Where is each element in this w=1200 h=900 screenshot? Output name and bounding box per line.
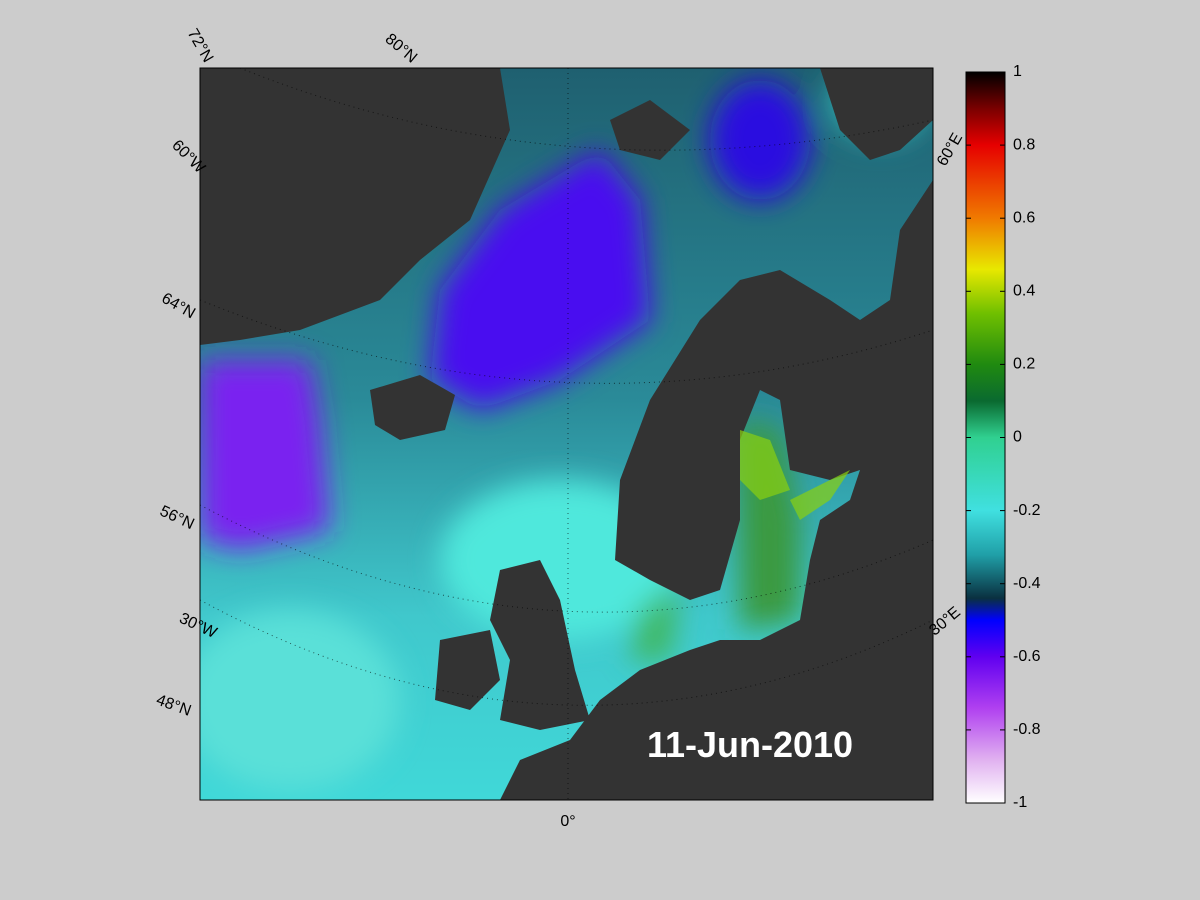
- lat-label: 48°N: [154, 692, 193, 720]
- colorbar-tick-label: -1: [1013, 794, 1027, 811]
- lat-label: 64°N: [159, 290, 198, 323]
- colorbar-tick-label: -0.6: [1013, 648, 1041, 665]
- colorbar-tick-label: -0.8: [1013, 721, 1041, 738]
- map-frame: [199, 67, 934, 801]
- colorbar-tick-label: 0: [1013, 429, 1022, 446]
- lat-label: 56°N: [157, 503, 197, 534]
- colorbar-tick-label: 0.4: [1013, 283, 1035, 300]
- date-label: 11-Jun-2010: [647, 724, 853, 765]
- gulf-anomaly: [740, 430, 850, 520]
- graticule: [200, 68, 933, 800]
- colorbar-tick-label: 0.6: [1013, 209, 1035, 226]
- land: [200, 68, 933, 800]
- colorbar-tick-label: 1: [1013, 63, 1022, 80]
- lat-label: 72°N: [184, 26, 217, 65]
- colorbar-tick-label: -0.2: [1013, 502, 1041, 519]
- lat-label: 80°N: [382, 31, 420, 67]
- lon-label: 0°: [560, 813, 575, 830]
- map-area: 11-Jun-2010: [200, 68, 933, 800]
- colorbar-tick-label: 0.2: [1013, 356, 1035, 373]
- colorbar-tick-label: 0.8: [1013, 136, 1035, 153]
- colorbar: [965, 71, 1006, 804]
- colorbar-tick-label: -0.4: [1013, 575, 1041, 592]
- lon-label: 60°E: [934, 130, 966, 169]
